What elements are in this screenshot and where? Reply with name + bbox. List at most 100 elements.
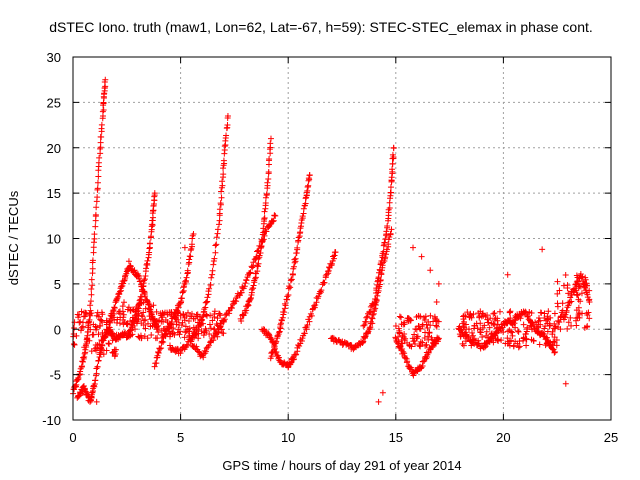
data-point [214, 226, 221, 233]
data-point [91, 231, 98, 238]
data-point [475, 310, 482, 317]
data-point [185, 309, 192, 316]
data-point [483, 328, 490, 335]
data-point [127, 332, 134, 339]
data-point [153, 308, 160, 315]
data-point [535, 324, 542, 331]
data-point [386, 205, 393, 212]
data-point [243, 277, 250, 284]
data-point [306, 171, 313, 178]
data-point [562, 380, 569, 387]
data-point [89, 282, 96, 289]
data-point [93, 398, 100, 405]
data-point [374, 278, 381, 285]
data-point [103, 319, 110, 326]
data-point [361, 321, 368, 328]
data-point [84, 335, 91, 342]
data-point [585, 309, 592, 316]
data-point [573, 307, 580, 314]
data-point [216, 217, 223, 224]
data-point [390, 144, 397, 151]
data-point [363, 314, 370, 321]
data-point [433, 323, 440, 330]
data-point [158, 338, 165, 345]
data-point [261, 215, 268, 222]
data-point [138, 300, 145, 307]
data-point [106, 324, 113, 331]
data-point [194, 311, 201, 318]
data-point [469, 329, 476, 336]
data-point [423, 341, 430, 348]
data-point [140, 309, 147, 316]
data-point [312, 301, 319, 308]
data-point [131, 267, 138, 274]
data-point [486, 324, 493, 331]
data-point [433, 322, 440, 329]
data-point [523, 309, 530, 316]
data-point [545, 308, 552, 315]
data-point [81, 354, 88, 361]
data-point [551, 339, 558, 346]
data-point [402, 355, 409, 362]
data-point [135, 316, 142, 323]
data-point [271, 212, 278, 219]
data-point [109, 308, 116, 315]
data-point [241, 283, 248, 290]
data-point [178, 295, 185, 302]
data-point [517, 315, 524, 322]
data-point [77, 368, 84, 375]
data-point [514, 340, 521, 347]
data-point [213, 234, 220, 241]
data-point [576, 283, 583, 290]
data-point [375, 398, 382, 405]
data-point [121, 299, 128, 306]
data-point [422, 342, 429, 349]
data-point [585, 297, 592, 304]
data-point [487, 315, 494, 322]
data-point [382, 236, 389, 243]
data-point [565, 290, 572, 297]
data-point [204, 294, 211, 301]
data-point [153, 360, 160, 367]
data-point [193, 343, 200, 350]
data-point [504, 319, 511, 326]
data-point [220, 171, 227, 178]
data-point [330, 255, 337, 262]
data-point [528, 309, 535, 316]
data-point [388, 174, 395, 181]
data-point [542, 342, 549, 349]
data-point [252, 275, 259, 282]
data-point [140, 321, 147, 328]
data-point [176, 328, 183, 335]
data-point [465, 326, 472, 333]
data-point [389, 166, 396, 173]
data-point [153, 318, 160, 325]
data-point [200, 354, 207, 361]
data-point [495, 338, 502, 345]
data-point [565, 319, 572, 326]
data-point [96, 154, 103, 161]
data-point [405, 318, 412, 325]
data-point [99, 337, 106, 344]
data-point [260, 225, 267, 232]
data-point [152, 335, 159, 342]
data-point [546, 320, 553, 327]
data-point [159, 334, 166, 341]
data-point [418, 253, 425, 260]
data-point [421, 334, 428, 341]
data-point [286, 283, 293, 290]
data-point [299, 335, 306, 342]
data-point [267, 334, 274, 341]
data-point [564, 325, 571, 332]
data-point [106, 318, 113, 325]
data-point [246, 270, 253, 277]
data-point [460, 316, 467, 323]
data-point [86, 316, 93, 323]
data-point [555, 324, 562, 331]
data-point [199, 320, 206, 327]
data-point [317, 288, 324, 295]
data-point [323, 271, 330, 278]
data-point [424, 325, 431, 332]
data-point [264, 179, 271, 186]
data-point [250, 282, 257, 289]
